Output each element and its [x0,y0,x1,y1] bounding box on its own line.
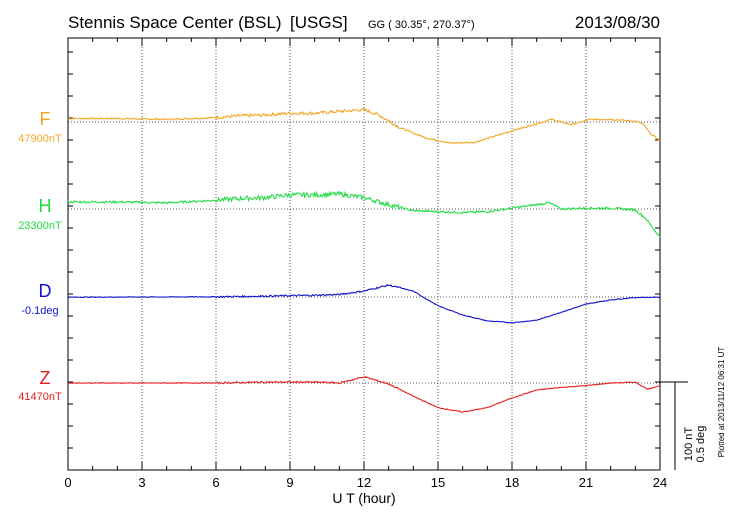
scale-bar: 100 nT 0.5 deg [660,381,707,470]
x-tick-label-24: 24 [653,475,667,490]
series-label-Z: Z [40,368,51,388]
x-axis-title: U T (hour) [332,490,395,506]
x-tick-label-15: 15 [431,475,445,490]
x-tick-label-9: 9 [286,475,293,490]
series-baseline-D: -0.1deg [21,305,58,317]
series-label-F: F [40,109,51,129]
series-lines [67,107,661,413]
series-line-Z [67,375,661,413]
series-line-H [67,190,661,238]
series-baseline-Z: 41470nT [18,391,62,403]
x-tick-label-18: 18 [505,475,519,490]
x-tick-label-6: 6 [212,475,219,490]
grid [68,38,660,470]
date-label: 2013/08/30 [575,13,660,32]
station-title: Stennis Space Center (BSL) [68,13,282,32]
series-line-D [67,283,661,324]
x-tick-label-3: 3 [138,475,145,490]
scale-deg-label: 0.5 deg [695,426,707,463]
agency-label: [USGS] [290,13,348,32]
plotted-note: Plotted at 2013/11/12 06:31 UT [717,347,726,458]
series-label-D: D [39,281,52,301]
series-baseline-F: 47900nT [18,133,62,145]
scale-nt-label: 100 nT [683,427,695,462]
series-baseline-H: 23300nT [18,220,62,232]
x-tick-label-21: 21 [579,475,593,490]
coords-label: GG ( 30.35°, 270.37°) [368,19,475,31]
x-tick-label-12: 12 [357,475,371,490]
series-line-F [67,107,661,144]
axis-ticks: 0 3 6 9 12 15 18 21 24 [64,38,667,490]
series-label-H: H [39,196,52,216]
x-tick-label-0: 0 [64,475,71,490]
